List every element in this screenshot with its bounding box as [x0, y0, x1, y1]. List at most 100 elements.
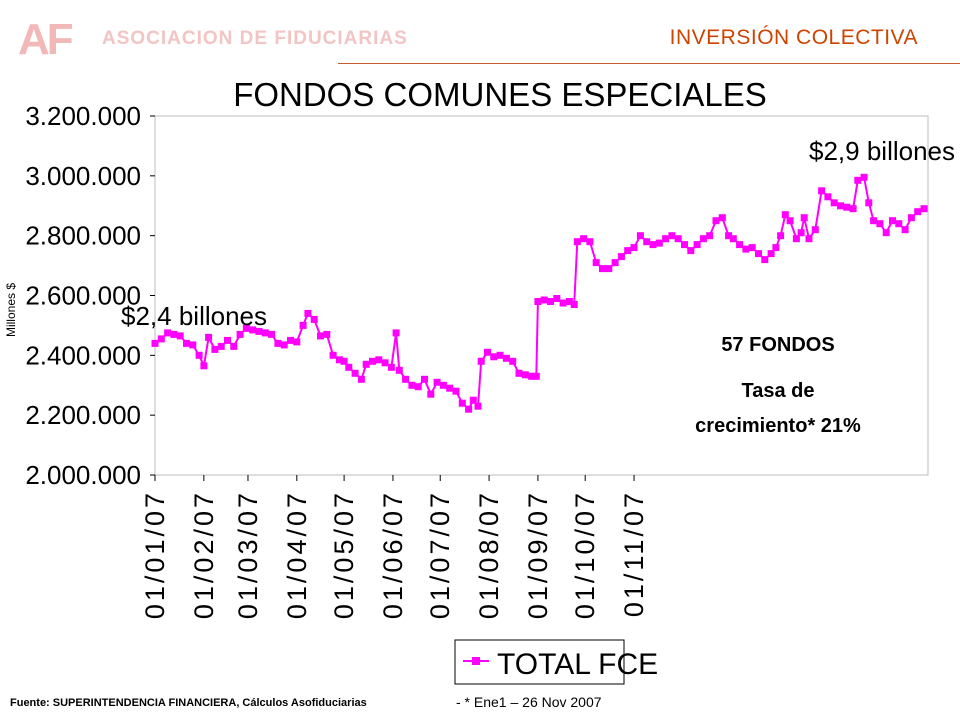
data-point — [329, 351, 337, 359]
data-point — [736, 241, 744, 249]
data-point — [860, 173, 868, 181]
data-point — [317, 332, 324, 340]
data-point — [255, 327, 263, 335]
data-point — [458, 399, 466, 407]
data-point — [293, 338, 301, 346]
data-point — [748, 244, 756, 252]
data-point — [381, 359, 389, 367]
data-point — [242, 324, 250, 332]
x-tick-label: 01/03/07 — [233, 490, 263, 619]
data-point — [392, 329, 400, 337]
data-point — [662, 235, 670, 243]
legend: TOTAL FCE — [454, 639, 658, 685]
data-point — [674, 235, 682, 243]
data-point — [755, 250, 762, 258]
data-point — [268, 330, 276, 338]
data-point — [849, 205, 857, 213]
data-point — [452, 387, 460, 395]
data-point — [402, 375, 410, 383]
data-point — [369, 357, 376, 365]
data-point — [446, 384, 454, 392]
data-point — [287, 336, 294, 344]
data-point — [630, 244, 638, 252]
data-point — [170, 330, 178, 338]
data-point — [217, 342, 225, 350]
x-tick-label: 01/11/07 — [619, 490, 649, 617]
logo-text: ASOCIACION DE FIDUCIARIAS — [102, 28, 408, 49]
data-point — [230, 342, 238, 350]
data-point — [907, 214, 915, 222]
y-tick-label: 2.400.000 — [25, 340, 141, 370]
chart-title: FONDOS COMUNES ESPECIALES — [233, 76, 767, 113]
data-point — [761, 256, 769, 264]
data-point — [261, 329, 269, 337]
data-point — [477, 357, 485, 365]
data-point — [570, 301, 578, 308]
x-tick-label: 01/06/07 — [378, 490, 408, 619]
data-point — [870, 217, 878, 225]
data-point — [818, 187, 826, 195]
data-point — [469, 396, 477, 404]
annotation-funds: 57 FONDOS — [721, 334, 834, 356]
data-point — [725, 232, 733, 240]
data-point — [786, 217, 794, 225]
data-point — [496, 351, 504, 359]
data-point — [299, 321, 307, 329]
data-point — [712, 217, 720, 225]
y-tick-label: 2.000.000 — [25, 460, 141, 490]
data-point — [565, 298, 573, 305]
section-title: INVERSIÓN COLECTIVA — [669, 26, 918, 49]
footer-source: Fuente: SUPERINTENDENCIA FINANCIERA, Cál… — [10, 697, 367, 709]
annotation-end: $2,9 billones — [809, 136, 955, 166]
legend-swatch-marker — [472, 657, 480, 665]
data-point — [249, 326, 257, 334]
y-tick-label: 2.800.000 — [25, 221, 141, 251]
data-point — [811, 226, 819, 234]
data-point — [643, 238, 651, 246]
x-tick-label: 01/09/07 — [523, 490, 553, 619]
data-point — [502, 354, 510, 362]
data-point — [540, 296, 548, 304]
data-point — [729, 235, 737, 243]
data-point — [195, 351, 203, 359]
series-total-fce — [151, 173, 928, 413]
data-point — [777, 232, 785, 240]
data-point — [624, 247, 632, 255]
data-point — [914, 208, 922, 216]
data-point — [515, 369, 523, 377]
data-point — [211, 345, 219, 353]
y-tick-label: 3.000.000 — [25, 161, 141, 191]
data-point — [421, 375, 428, 383]
y-tick-label: 2.200.000 — [25, 400, 141, 430]
x-tick-label: 01/04/07 — [282, 490, 312, 619]
data-point — [427, 390, 435, 398]
data-point — [636, 232, 644, 240]
data-point — [490, 353, 498, 361]
data-point — [200, 362, 208, 370]
x-tick-label: 01/02/07 — [189, 490, 219, 619]
data-point — [528, 372, 536, 380]
data-point — [718, 214, 726, 222]
data-point — [532, 372, 540, 380]
data-point — [236, 330, 244, 338]
data-point — [882, 229, 890, 237]
annotation-growth: Tasa de crecimiento* 21% — [695, 380, 861, 437]
data-point — [521, 371, 529, 379]
data-point — [408, 381, 416, 389]
data-point — [854, 176, 862, 184]
data-point — [189, 341, 197, 349]
data-point — [484, 348, 491, 356]
data-point — [176, 332, 184, 340]
data-point — [345, 363, 353, 371]
y-axis-label: Millones $ — [4, 283, 18, 337]
data-point — [837, 202, 844, 210]
data-point — [205, 333, 213, 341]
y-tick-label: 2.600.000 — [25, 281, 141, 311]
data-point — [889, 217, 896, 225]
data-point — [843, 203, 851, 211]
data-point — [375, 356, 383, 364]
data-point — [824, 193, 832, 201]
data-point — [681, 241, 688, 249]
data-point — [387, 363, 395, 371]
